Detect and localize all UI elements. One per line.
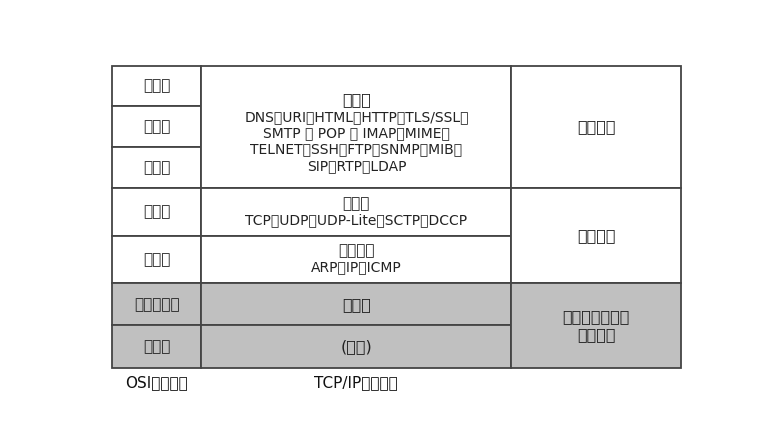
Text: ARP、IP、ICMP: ARP、IP、ICMP xyxy=(311,261,402,275)
Bar xyxy=(201,325,512,368)
Text: 网卡层: 网卡层 xyxy=(342,297,371,312)
Text: 应用程序: 应用程序 xyxy=(577,119,615,134)
Bar xyxy=(112,106,201,147)
Text: 传输层: 传输层 xyxy=(143,204,170,219)
Bar xyxy=(201,66,512,188)
Text: 应用层: 应用层 xyxy=(342,93,371,107)
Bar xyxy=(512,66,681,188)
Bar xyxy=(201,283,512,325)
Bar xyxy=(112,236,201,283)
Text: 网络层: 网络层 xyxy=(143,252,170,267)
Text: TCP、UDP、UDP-Lite、SCTP、DCCP: TCP、UDP、UDP-Lite、SCTP、DCCP xyxy=(245,213,467,227)
Text: (硬件): (硬件) xyxy=(341,339,372,354)
Bar xyxy=(112,66,201,106)
Text: 数据链路层: 数据链路层 xyxy=(134,297,180,312)
Bar xyxy=(112,147,201,188)
Bar xyxy=(201,236,512,283)
Text: OSI参考模型: OSI参考模型 xyxy=(125,375,188,390)
Text: 互联网层: 互联网层 xyxy=(338,243,375,259)
Bar xyxy=(112,283,201,325)
Text: 操作系统: 操作系统 xyxy=(577,228,615,243)
Text: 应用层: 应用层 xyxy=(143,79,170,93)
Bar xyxy=(512,188,681,283)
Text: TCP/IP分层模型: TCP/IP分层模型 xyxy=(314,375,399,390)
Text: 设备驱动程序与
网络接口: 设备驱动程序与 网络接口 xyxy=(563,309,630,342)
Text: 物理层: 物理层 xyxy=(143,339,170,354)
Bar xyxy=(112,325,201,368)
Bar xyxy=(512,283,681,368)
Bar xyxy=(112,188,201,236)
Bar xyxy=(201,188,512,236)
Text: 会话层: 会话层 xyxy=(143,160,170,175)
Text: DNS、URI、HTML、HTTP、TLS/SSL、
SMTP 、 POP 、 IMAP、MIME、
TELNET、SSH、FTP、SNMP　MIB、
SIP　: DNS、URI、HTML、HTTP、TLS/SSL、 SMTP 、 POP 、 … xyxy=(244,110,468,173)
Text: 传输层: 传输层 xyxy=(343,196,370,211)
Text: 表示层: 表示层 xyxy=(143,119,170,134)
